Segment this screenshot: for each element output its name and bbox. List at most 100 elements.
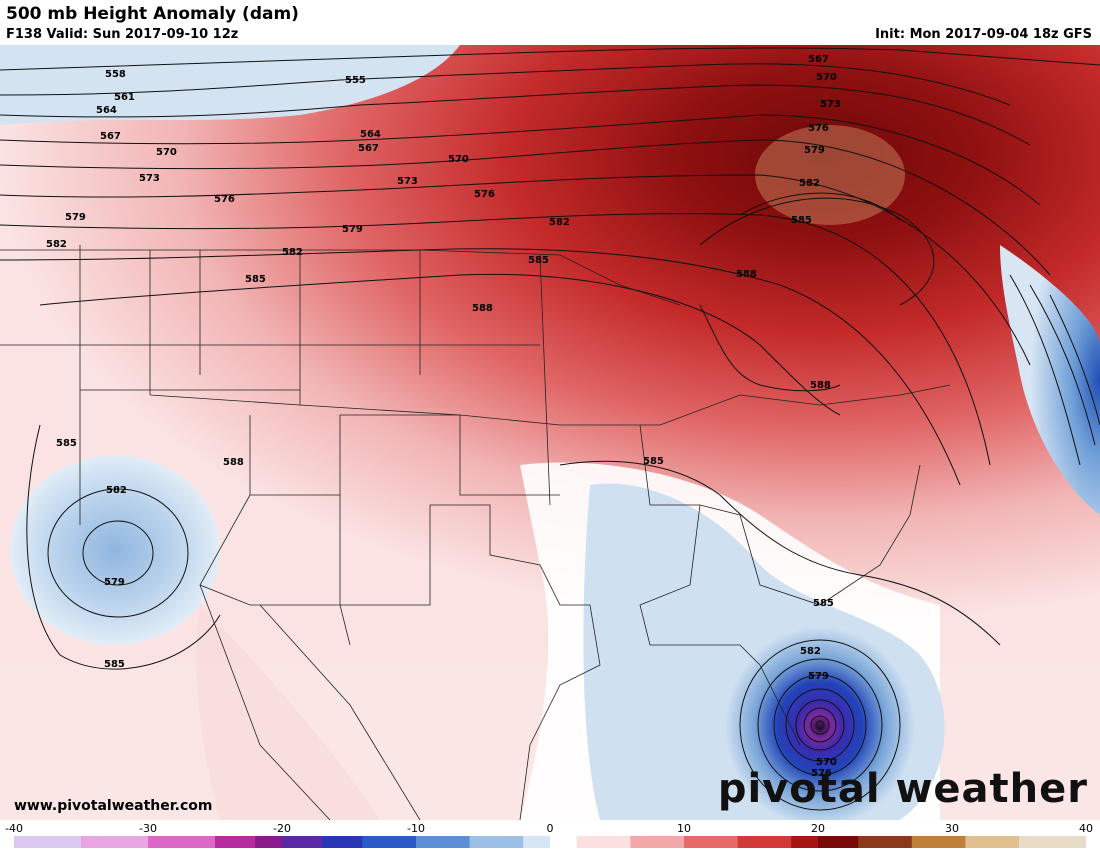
colorbar-cell	[550, 836, 564, 848]
contour-588-north	[0, 248, 961, 486]
colorbar-cell	[576, 836, 591, 848]
colorbar-cell	[643, 836, 658, 848]
colorbar-cell	[469, 836, 484, 848]
brand-logo: pivotal weather	[717, 766, 1088, 812]
hurricane-contour-582	[739, 639, 901, 811]
colorbar-cell	[603, 836, 618, 848]
hurricane-anomaly	[725, 627, 915, 820]
contour-label-573c: 573	[820, 99, 841, 110]
valid-time: F138 Valid: Sun 2017-09-10 12z	[6, 27, 239, 42]
contour-567-north	[0, 47, 1100, 71]
hurricane-contour-567	[803, 707, 837, 743]
colorbar-cell	[402, 836, 417, 848]
colorbar-cell	[751, 836, 765, 848]
colorbar-cell	[81, 836, 95, 848]
contour-573-north	[0, 84, 1031, 146]
hurricane-label-576: 576	[811, 768, 832, 779]
colorbar-cell	[134, 836, 149, 848]
colorbar-cell	[308, 836, 323, 848]
colorbar-cell	[442, 836, 457, 848]
pacific-low-contour-579	[82, 520, 154, 586]
colorbar-cell	[965, 836, 980, 848]
colorbar-cell	[121, 836, 136, 848]
contour-label-585c: 585	[791, 215, 812, 226]
contour-label-582: 582	[46, 239, 67, 250]
ridge-center	[755, 125, 905, 225]
colorbar-cell	[871, 836, 886, 848]
colorbar-tick-label: -20	[273, 822, 291, 835]
pacific-label-585: 585	[104, 659, 125, 670]
colorbar-cell	[148, 836, 162, 848]
contour-label-576c: 576	[808, 123, 829, 134]
contour-label-558: 558	[105, 69, 126, 80]
contour-labels: 558 555 561 564 564 567 567 567 570 570 …	[46, 54, 841, 779]
colorbar-tick-label: 20	[811, 822, 825, 835]
colorbar-cell	[563, 836, 578, 848]
colorbar-cell	[952, 836, 966, 848]
colorbar-cell	[777, 836, 792, 848]
colorbar-cell	[724, 836, 739, 848]
colorbar-cell	[791, 836, 806, 848]
hurricane-contour-579	[757, 658, 883, 792]
contour-579-north	[0, 139, 1051, 276]
contour-label-585d: 585	[56, 438, 77, 449]
colorbar-cell	[938, 836, 953, 848]
contour-label-582d: 582	[799, 178, 820, 189]
contour-582-ridge	[739, 192, 901, 221]
contour-label-588: 588	[472, 303, 493, 314]
hurricane-contours	[739, 639, 901, 811]
contour-579-ridge	[699, 197, 935, 306]
colorbar-cell	[174, 836, 189, 848]
mexico-weak-anomaly	[196, 605, 380, 820]
colorbar-cell	[1005, 836, 1020, 848]
colorbar-cell	[295, 836, 310, 848]
colorbar-cell	[322, 836, 337, 848]
colorbar-cell	[764, 836, 779, 848]
pacific-low-contour-582	[47, 488, 189, 618]
northwest-negative-anomaly	[0, 45, 460, 125]
pacific-low-anomaly	[10, 455, 220, 645]
contour-588-interior	[39, 273, 841, 416]
colorbar-cell	[483, 836, 497, 848]
map-title: 500 mb Height Anomaly (dam)	[6, 4, 299, 24]
colorbar-cell	[710, 836, 725, 848]
colorbar-tick-label: -10	[407, 822, 425, 835]
contour-atlantic-1	[1009, 274, 1081, 466]
hurricane-contour-core	[815, 720, 825, 730]
contour-label-570: 570	[156, 147, 177, 158]
colorbar-tick-label: -40	[5, 822, 23, 835]
colorbar-cell	[496, 836, 511, 848]
contour-label-585: 585	[245, 274, 266, 285]
contour-label-579: 579	[65, 212, 86, 223]
contour-label-573: 573	[139, 173, 160, 184]
contour-label-579c: 579	[804, 145, 825, 156]
contour-585-south	[559, 460, 1001, 646]
colorbar-cell	[54, 836, 69, 848]
colorbar-cell	[818, 836, 832, 848]
colorbar-cell	[1045, 836, 1060, 848]
colorbar-cell	[362, 836, 377, 848]
colorbar-cell	[684, 836, 698, 848]
anomaly-map-svg: 558 555 561 564 564 567 567 567 570 570 …	[0, 45, 1100, 820]
contour-585-north	[0, 213, 991, 466]
website-url: www.pivotalweather.com	[14, 798, 213, 814]
colorbar-cell	[831, 836, 846, 848]
contour-label-579b: 579	[342, 224, 363, 235]
colorbar-cell	[161, 836, 176, 848]
colorbar-cell	[268, 836, 283, 848]
contour-label-585f: 585	[813, 598, 834, 609]
contour-label-555: 555	[345, 75, 366, 86]
colorbar-cell	[107, 836, 122, 848]
colorbar-svg	[14, 836, 1086, 848]
atlantic-low-anomaly	[1000, 245, 1100, 515]
colorbar-cell	[67, 836, 82, 848]
colorbar-cell	[416, 836, 430, 848]
colorbar-cell	[14, 836, 28, 848]
colorbar-cell	[40, 836, 55, 848]
hurricane-label-579: 579	[808, 671, 829, 682]
pacific-label-579: 579	[104, 577, 125, 588]
contour-label-582b: 582	[282, 247, 303, 258]
colorbar-cell	[657, 836, 672, 848]
colorbar-cell	[389, 836, 404, 848]
colorbar	[14, 836, 1086, 848]
